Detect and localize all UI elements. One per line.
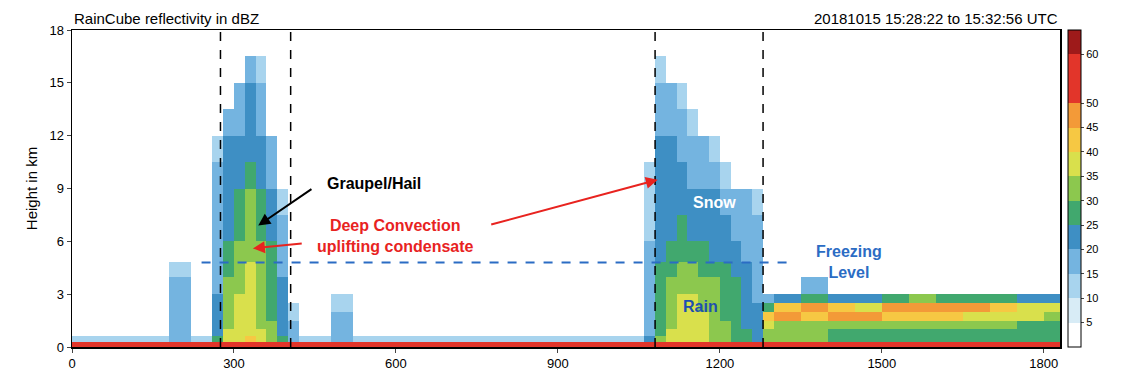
svg-text:Height in km: Height in km [23, 147, 40, 230]
svg-text:1200: 1200 [705, 356, 734, 371]
svg-text:1500: 1500 [867, 356, 896, 371]
svg-text:Snow: Snow [693, 194, 736, 211]
svg-text:5: 5 [1086, 316, 1092, 328]
svg-text:Graupel/Hail: Graupel/Hail [327, 175, 421, 192]
svg-text:35: 35 [1086, 170, 1098, 182]
svg-text:60: 60 [1086, 48, 1098, 60]
svg-text:600: 600 [385, 356, 407, 371]
svg-text:1800: 1800 [1029, 356, 1058, 371]
svg-text:10: 10 [1086, 292, 1098, 304]
svg-text:9: 9 [57, 181, 64, 196]
svg-text:Deep Convectionuplifting conde: Deep Convectionuplifting condensate [317, 217, 474, 255]
svg-text:50: 50 [1086, 97, 1098, 109]
svg-text:12: 12 [49, 128, 63, 143]
svg-text:20181015 15:28:22 to 15:32:56: 20181015 15:28:22 to 15:32:56 UTC [814, 10, 1058, 27]
svg-text:0: 0 [57, 340, 64, 355]
svg-text:FreezingLevel: FreezingLevel [816, 243, 882, 281]
svg-text:300: 300 [223, 356, 245, 371]
svg-text:6: 6 [57, 234, 64, 249]
svg-text:Rain: Rain [683, 298, 718, 315]
svg-text:0: 0 [68, 356, 75, 371]
svg-text:20: 20 [1086, 243, 1098, 255]
svg-text:25: 25 [1086, 219, 1098, 231]
svg-text:18: 18 [49, 23, 63, 38]
svg-text:15: 15 [1086, 268, 1098, 280]
svg-text:15: 15 [49, 75, 63, 90]
svg-text:30: 30 [1086, 195, 1098, 207]
svg-text:900: 900 [547, 356, 569, 371]
svg-text:45: 45 [1086, 121, 1098, 133]
svg-text:RainCube reflectivity in dBZ: RainCube reflectivity in dBZ [74, 10, 259, 27]
svg-text:3: 3 [57, 287, 64, 302]
svg-text:40: 40 [1086, 146, 1098, 158]
